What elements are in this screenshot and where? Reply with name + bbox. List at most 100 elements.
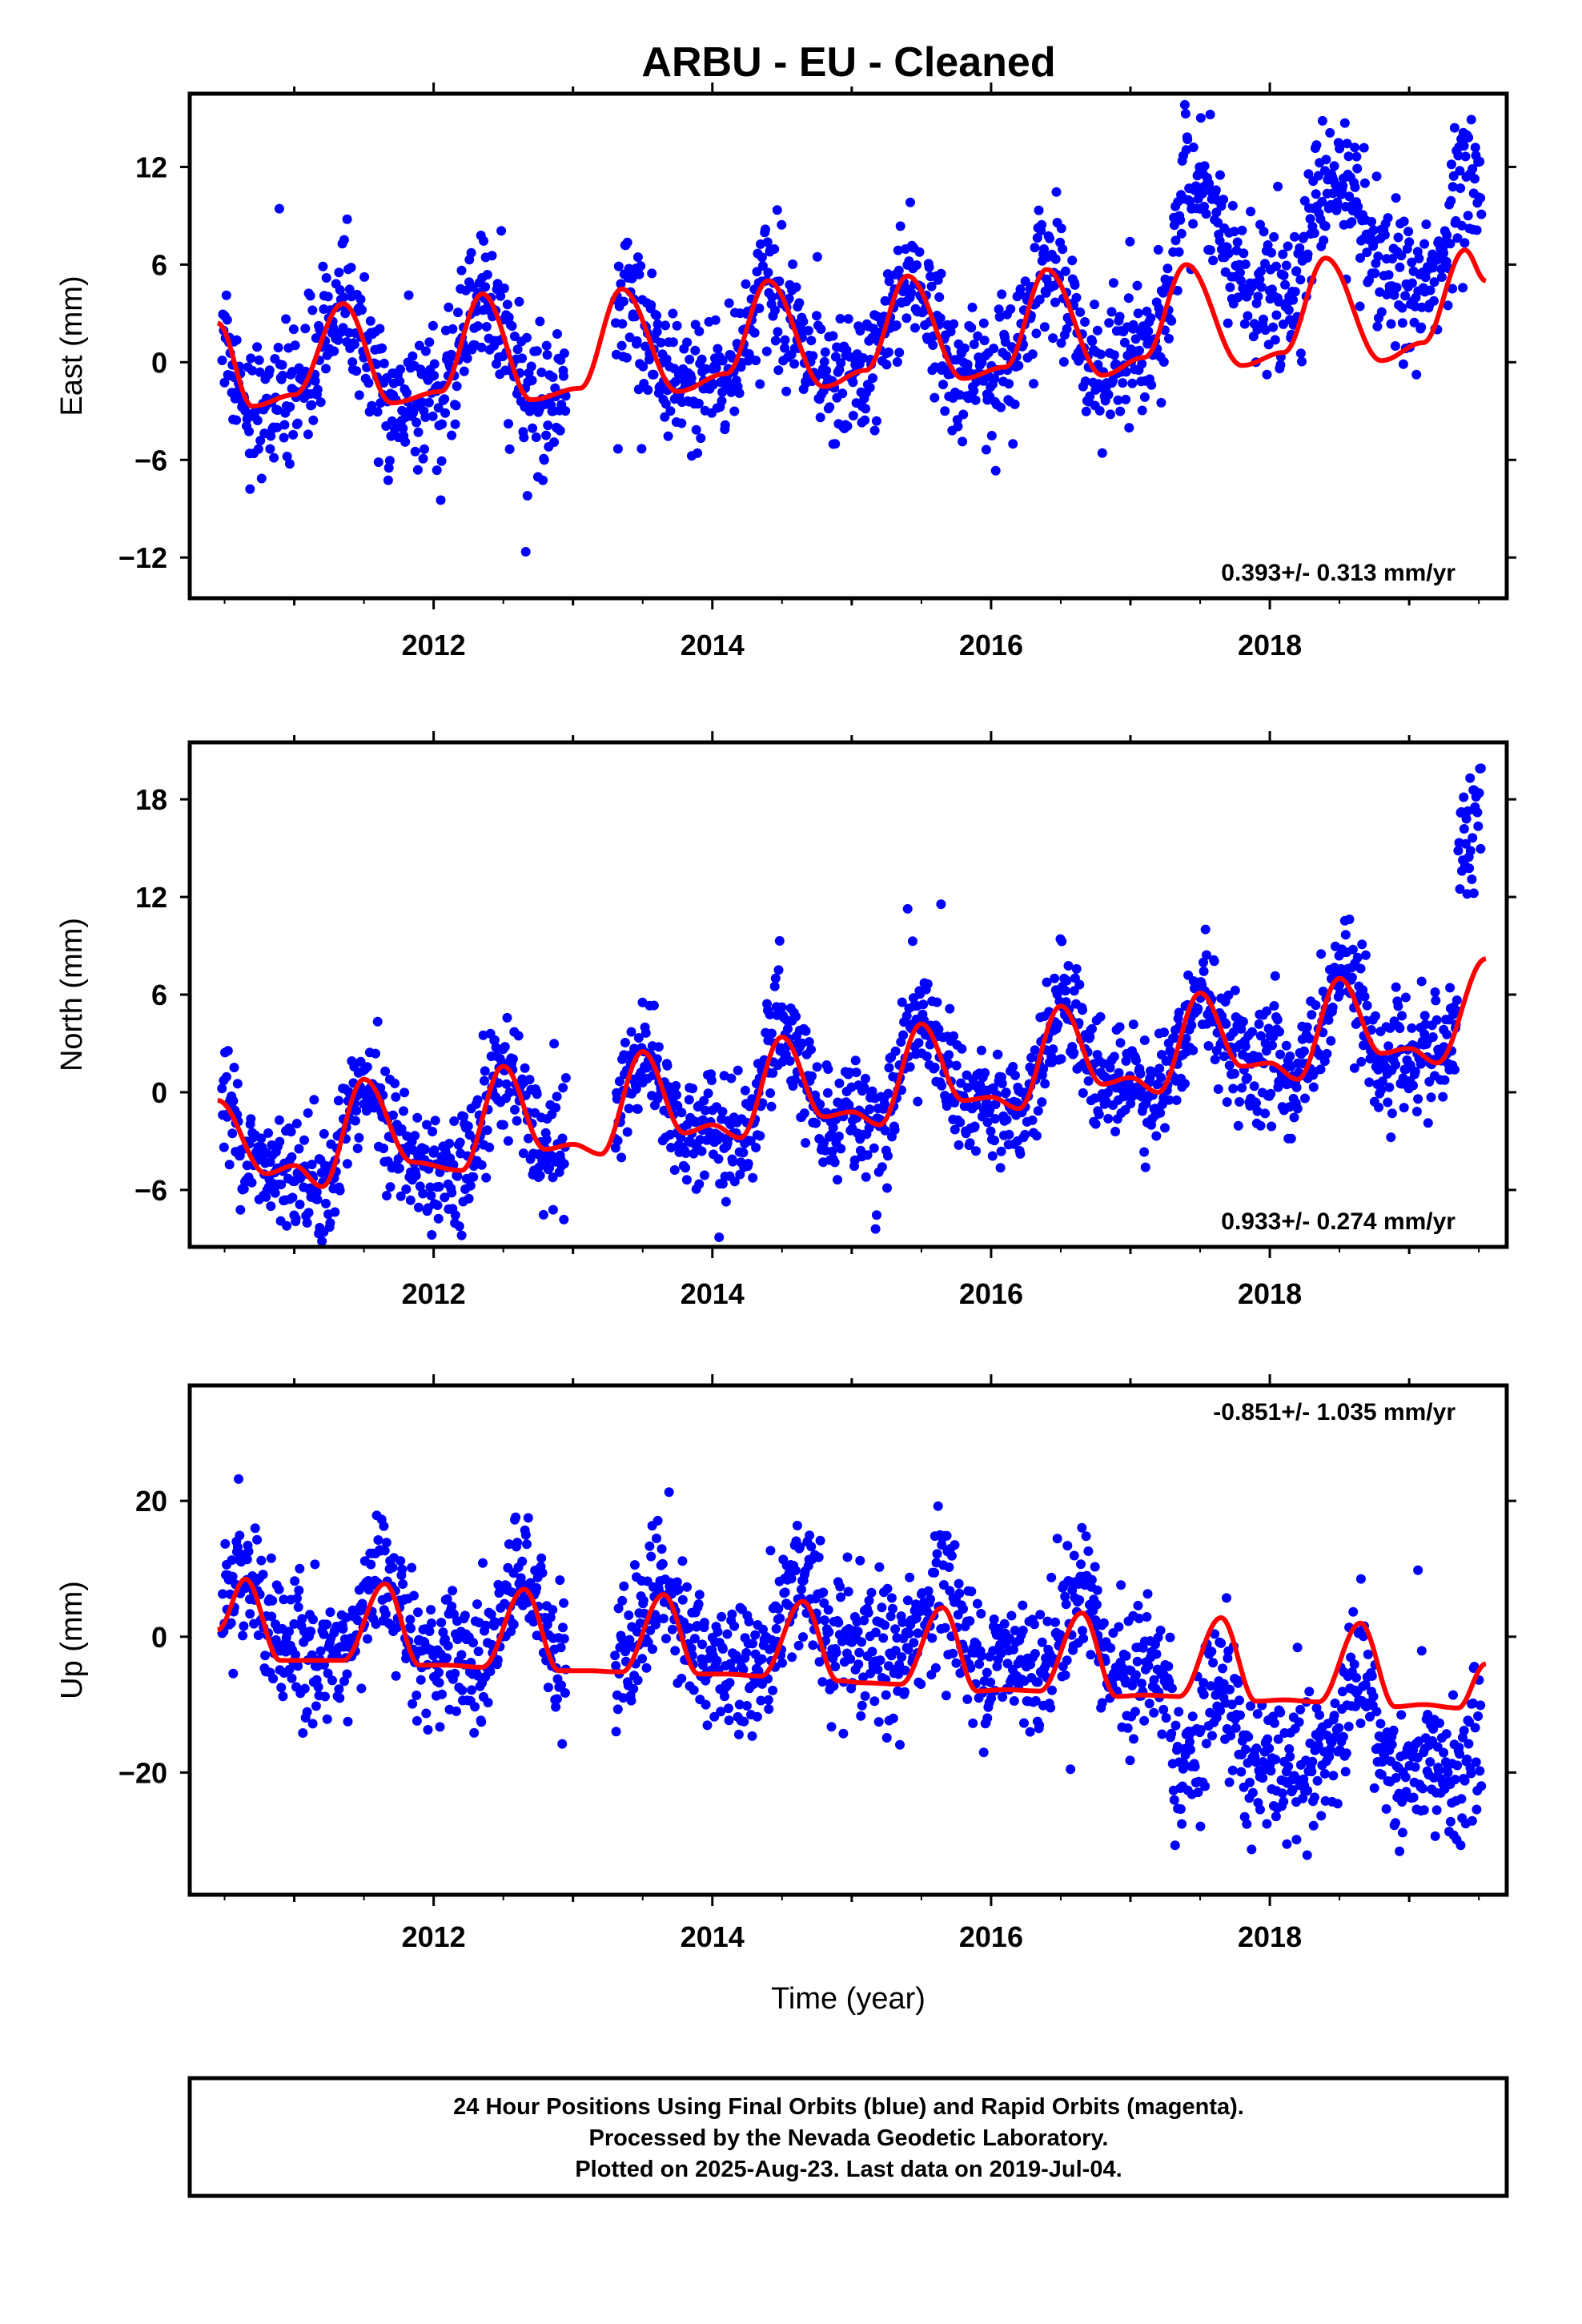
data-point	[901, 313, 912, 324]
data-point	[673, 1584, 684, 1594]
data-point	[996, 1648, 1006, 1659]
data-point	[1290, 231, 1299, 242]
data-point	[1213, 1084, 1223, 1094]
data-point	[508, 1619, 519, 1630]
data-point	[1284, 1744, 1295, 1754]
data-point	[1252, 1106, 1263, 1116]
data-point	[227, 1571, 238, 1582]
data-point	[307, 1650, 317, 1660]
data-point	[1408, 1792, 1419, 1803]
data-point	[436, 1618, 447, 1628]
data-point	[1026, 1052, 1037, 1063]
data-point	[808, 1640, 818, 1651]
data-point	[1373, 251, 1383, 262]
data-point	[875, 1655, 885, 1666]
data-point	[295, 1200, 305, 1209]
data-point	[266, 1201, 276, 1212]
data-point	[413, 427, 424, 437]
data-point	[807, 1071, 817, 1081]
data-point	[303, 429, 313, 440]
data-point	[434, 1678, 444, 1688]
data-point	[290, 340, 300, 351]
data-point	[1103, 389, 1114, 400]
data-point	[323, 1668, 333, 1679]
data-point	[309, 1095, 319, 1105]
data-point	[646, 300, 656, 310]
data-point	[636, 261, 646, 271]
data-point	[879, 1099, 889, 1109]
data-point	[426, 1605, 436, 1615]
data-point	[986, 1677, 996, 1687]
data-point	[613, 1603, 624, 1614]
data-point	[652, 311, 662, 320]
data-point	[1001, 1088, 1011, 1098]
data-point	[1224, 1777, 1235, 1787]
data-point	[544, 1163, 555, 1173]
data-point	[1170, 235, 1181, 246]
data-point	[1218, 1663, 1228, 1674]
data-point	[1223, 990, 1234, 1000]
data-point	[1227, 200, 1238, 211]
data-point	[501, 1079, 512, 1089]
data-point	[411, 1171, 421, 1180]
data-point	[1139, 1147, 1150, 1157]
data-point	[1219, 1051, 1229, 1062]
data-point	[325, 1218, 335, 1228]
data-point	[954, 1578, 964, 1589]
data-point	[808, 351, 818, 361]
data-point	[1164, 333, 1174, 344]
data-point	[672, 1577, 682, 1587]
data-point	[1015, 284, 1026, 295]
data-point	[556, 1680, 566, 1691]
data-point	[1121, 1651, 1131, 1661]
data-point	[1134, 1614, 1144, 1623]
data-point	[410, 446, 420, 456]
data-point	[1009, 1696, 1019, 1706]
data-point	[688, 1084, 698, 1094]
data-point	[357, 1598, 367, 1609]
data-point	[1232, 237, 1243, 247]
data-point	[854, 1647, 865, 1658]
data-point	[671, 1080, 681, 1091]
data-point	[557, 1133, 568, 1144]
data-point	[1247, 1027, 1257, 1037]
data-point	[769, 981, 780, 991]
data-point	[862, 1150, 873, 1160]
data-point	[424, 337, 435, 348]
data-point	[844, 1100, 854, 1110]
data-point	[1313, 1740, 1323, 1751]
data-point	[612, 444, 623, 454]
data-point	[1295, 243, 1305, 253]
data-point	[898, 1030, 909, 1040]
data-point	[504, 444, 515, 454]
data-point	[273, 343, 283, 352]
data-point	[1391, 1818, 1400, 1828]
data-point	[268, 1674, 279, 1684]
data-point	[806, 1542, 817, 1552]
data-point	[1271, 261, 1281, 271]
data-point	[1114, 1022, 1125, 1032]
data-point	[456, 1650, 467, 1660]
data-point	[286, 1127, 296, 1137]
data-point	[748, 1638, 757, 1649]
data-point	[1409, 317, 1419, 328]
data-point	[1031, 328, 1042, 339]
data-point	[1240, 259, 1251, 269]
data-point	[452, 381, 462, 392]
data-point	[1039, 244, 1049, 254]
data-point	[930, 1063, 940, 1072]
data-point	[1034, 1720, 1045, 1731]
data-point	[1375, 1719, 1386, 1729]
data-point	[433, 403, 444, 413]
data-point	[892, 357, 902, 367]
data-point	[512, 1116, 522, 1126]
data-point	[1223, 1653, 1233, 1663]
data-point	[1404, 237, 1415, 247]
data-point	[951, 1658, 962, 1668]
data-point	[302, 1218, 312, 1228]
data-point	[873, 1717, 884, 1727]
data-point	[317, 1236, 327, 1246]
data-point	[282, 452, 292, 461]
data-point	[1319, 1056, 1330, 1067]
data-point	[1200, 924, 1211, 935]
